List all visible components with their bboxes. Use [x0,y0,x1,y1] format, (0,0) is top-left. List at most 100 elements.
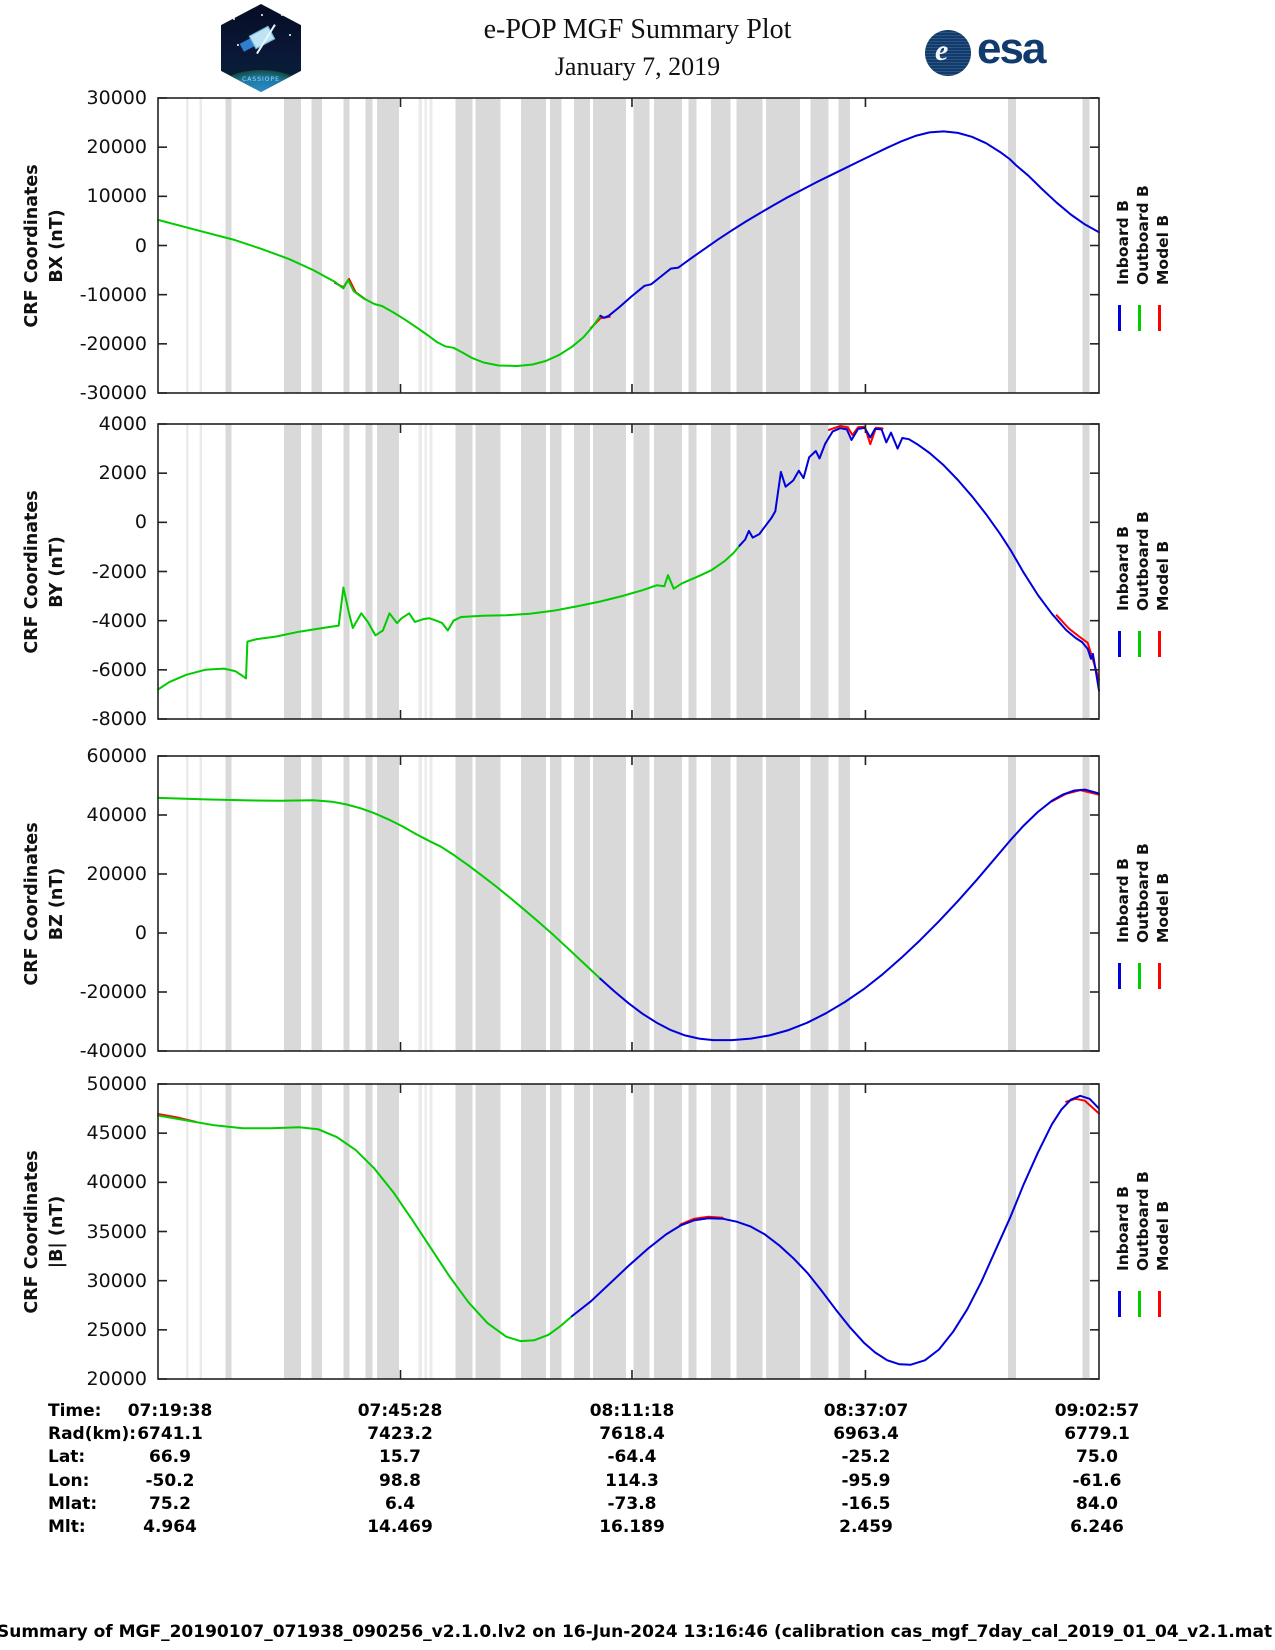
info-cell: 09:02:57 [1054,1401,1140,1421]
bz-ytick-label: 0 [134,922,147,944]
info-cell: -95.9 [841,1470,891,1491]
patch-star [261,14,263,16]
bmag-plot [157,1083,1100,1380]
legend-marker-model-icon [1158,305,1161,331]
legend-label-model: Model B [1154,214,1172,285]
legend-marker-inboard-icon [1118,631,1121,657]
bz-ytick-label: 40000 [86,804,147,826]
legend-label-outboard: Outboard B [1134,511,1152,611]
info-cell: 75.2 [149,1493,191,1514]
info-cell: 6779.1 [1064,1424,1130,1445]
legend-label-inboard: Inboard B [1114,1186,1132,1271]
legend-label-inboard: Inboard B [1114,858,1132,943]
bz-ytick-label: 60000 [86,745,147,767]
info-row-label-radkm: Rad(km): [48,1424,137,1445]
legend-marker-inboard-icon [1118,305,1121,331]
info-row-label-lat: Lat: [48,1447,86,1468]
by-plot [157,423,1100,720]
legend-label-model: Model B [1154,1200,1172,1271]
patch-star [237,44,239,46]
info-cell: 6741.1 [137,1424,203,1445]
bmag-ytick-label: 40000 [86,1171,147,1194]
bx-outboard-line [157,218,602,367]
bz-ytick-label: -20000 [79,981,147,1003]
bz-legend: Inboard B Outboard B Model B [1112,755,1178,1052]
by-ytick-label: -4000 [91,609,147,632]
legend-marker-model-icon [1158,631,1161,657]
plot-date: January 7, 2019 [554,52,721,81]
info-cell: 114.3 [605,1470,659,1491]
legend-label-outboard: Outboard B [1134,843,1152,943]
by-axis-label: CRF Coordinates BY (nT) [22,489,67,654]
legend-marker-outboard-icon [1138,963,1141,989]
panel-bx: 30000 20000 10000 0 -10000 -20000 -30000 CRF Co… [22,87,1172,404]
info-cell: 6963.4 [833,1424,899,1445]
bz-ytick-label: -40000 [79,1040,147,1062]
patch-star [233,18,235,20]
info-cell: 6.4 [384,1493,416,1514]
info-cell: 98.8 [379,1470,421,1491]
info-cell: 07:19:38 [127,1401,213,1421]
info-cell: -50.2 [145,1470,195,1491]
bz-axis-label: CRF Coordinates BZ (nT) [22,821,67,986]
bmag-ytick-label: 25000 [86,1318,147,1341]
by-ytick-label: 2000 [98,462,147,485]
info-cell: 14.469 [367,1517,433,1537]
legend-marker-model-icon [1158,963,1161,989]
bz-ytick-label: 20000 [86,863,147,885]
panel-bz: 60000 40000 20000 0 -20000 -40000 CRF Coordina… [22,745,1172,1062]
bz-outboard-line [157,796,602,980]
info-cell: 75.0 [1076,1447,1118,1468]
patch-label: CASSIOPE [242,76,280,83]
by-legend: Inboard B Outboard B Model B [1112,423,1178,720]
panel-bmag: 50000 45000 40000 35000 30000 25000 20000 CRF C… [22,1073,1172,1390]
legend-marker-inboard-icon [1118,963,1121,989]
info-cell: -73.8 [607,1493,657,1514]
info-cell: 16.189 [599,1517,665,1537]
panel-by: 4000 2000 0 -2000 -4000 -6000 -8000 CRF Coordin… [22,413,1172,730]
legend-marker-outboard-icon [1138,631,1141,657]
by-outboard-line [157,544,741,691]
bx-plot [157,97,1100,394]
bx-inboard-line [599,130,1100,319]
info-cell: 08:11:18 [589,1401,675,1421]
bmag-outboard-line [157,1114,573,1343]
bmag-axis-label: CRF Coordinates |B| (nT) [22,1149,67,1314]
info-cell: 66.9 [149,1447,191,1468]
bmag-legend: Inboard B Outboard B Model B [1112,1083,1178,1380]
bmag-ytick-label: 50000 [86,1073,147,1095]
bmag-ytick-label: 30000 [86,1269,147,1292]
bx-ytick-label: -10000 [79,283,147,306]
bmag-ytick-label: 45000 [86,1122,147,1145]
footer-note: Summary of MGF_20190107_071938_090256_v2… [0,1622,1275,1642]
legend-marker-model-icon [1158,1291,1161,1317]
legend-label-model: Model B [1154,872,1172,943]
legend-label-outboard: Outboard B [1134,1171,1152,1271]
by-ytick-label: -2000 [91,560,147,583]
page-title: e-POP MGF Summary Plot [483,14,792,45]
info-cell: 84.0 [1076,1493,1118,1514]
bx-ytick-label: 20000 [86,136,147,159]
info-cell: -25.2 [841,1447,891,1468]
bx-legend: Inboard B Outboard B Model B [1112,97,1178,394]
info-cell: -64.4 [607,1447,657,1468]
bx-ytick-label: -20000 [79,332,147,355]
bz-plot [157,755,1100,1052]
legend-label-model: Model B [1154,540,1172,611]
bx-ytick-label: 30000 [86,87,147,109]
info-row-label-lon: Lon: [48,1470,90,1491]
info-cell: -16.5 [841,1493,891,1514]
info-cell: 7423.2 [367,1424,433,1445]
by-model-line [827,425,884,446]
by-ytick-label: -8000 [91,708,147,730]
legend-label-inboard: Inboard B [1114,200,1132,285]
bz-inboard-line [599,788,1100,1042]
bmag-inboard-line [571,1094,1100,1366]
by-ytick-label: 4000 [98,413,147,435]
info-cell: 07:45:28 [357,1401,443,1421]
bx-ytick-label: -30000 [79,382,147,404]
info-row-label-time: Time: [48,1401,102,1421]
legend-marker-inboard-icon [1118,1291,1121,1317]
info-row-label-mlt: Mlt: [48,1517,86,1537]
bx-ytick-label: 10000 [86,185,147,208]
